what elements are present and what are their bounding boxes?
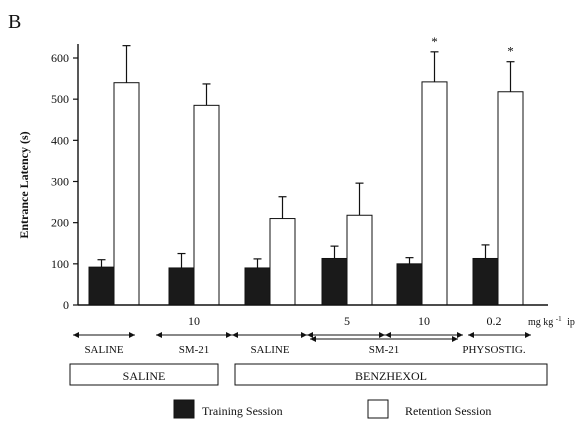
drug-label-5: PHYSOSTIG. [462,344,526,356]
retention-bar-4 [421,81,448,306]
dose-arrow-shared-head-left [310,336,316,342]
training-bar-2 [244,267,271,306]
dose-arrow-2-head-right [301,332,307,338]
retention-bar-5 [497,91,524,306]
dose-label-1: 10 [188,314,200,328]
y-tick-label-1: 100 [51,257,69,271]
retention-bar-0 [113,82,140,306]
significance-marker-5: * [507,44,514,59]
panel-label: B [8,11,21,33]
y-tick-label-2: 200 [51,216,69,230]
dose-arrow-5-head-left [468,332,474,338]
retention-bar-3 [346,214,373,306]
dose-arrow-3-head-right [379,332,385,338]
dose-annotations: SALINE 10 SM-21 SALINE 5 10 0.2 PHYSOSTIG. SM-21 [73,314,531,356]
dose-unit-label: mg kg -1 ip [528,313,575,328]
dose-arrow-4-head-left [385,332,391,338]
pretreatment-box-saline-label: SALINE [123,369,166,383]
dose-arrow-2-head-left [232,332,238,338]
dose-arrow-1-head-right [226,332,232,338]
y-axis-ticks: 0 100 200 300 400 500 600 [51,51,78,312]
y-tick-label-0: 0 [63,298,69,312]
drug-label-shared: SM-21 [369,344,400,356]
y-tick-label-3: 300 [51,175,69,189]
pretreatment-box-saline [69,363,219,386]
y-axis-title: Entrance Latency (s) [17,131,31,238]
significance-marker-4: * [431,34,438,49]
legend-retention-swatch [367,399,389,419]
training-bar-0 [88,266,115,306]
training-bar-3 [321,257,348,306]
dose-unit-route: ip [567,317,575,328]
training-bar-1 [168,267,195,306]
bar-area: ** [88,34,524,306]
pretreatment-box-benzhexol-label: BENZHEXOL [355,369,427,383]
legend-retention-label: Retention Session [405,404,491,418]
training-bar-5 [472,257,499,306]
retention-bar-2 [269,218,296,306]
retention-bar-1 [193,104,220,306]
y-tick-label-6: 600 [51,51,69,65]
dose-arrow-0-head-left [73,332,79,338]
y-tick-label-5: 500 [51,92,69,106]
dose-arrow-shared-head-right [452,336,458,342]
y-tick-label-4: 400 [51,133,69,147]
dose-arrow-5-head-right [525,332,531,338]
dose-arrow-0-head-right [129,332,135,338]
dose-label-4: 10 [418,314,430,328]
dose-unit-text: mg kg [528,317,553,328]
dose-arrow-4-head-right [457,332,463,338]
training-bar-4 [396,263,423,306]
dose-arrow-1-head-left [156,332,162,338]
drug-label-0: SALINE [84,344,123,356]
dose-unit-superscript: -1 [556,315,562,323]
pretreatment-box-benzhexol [234,363,548,386]
dose-arrow-3-head-left [307,332,313,338]
legend-training-label: Training Session [202,404,283,418]
drug-label-1: SM-21 [179,344,210,356]
drug-label-2: SALINE [250,344,289,356]
dose-label-5: 0.2 [487,314,502,328]
dose-label-3: 5 [344,314,350,328]
legend-training-swatch [173,399,195,419]
